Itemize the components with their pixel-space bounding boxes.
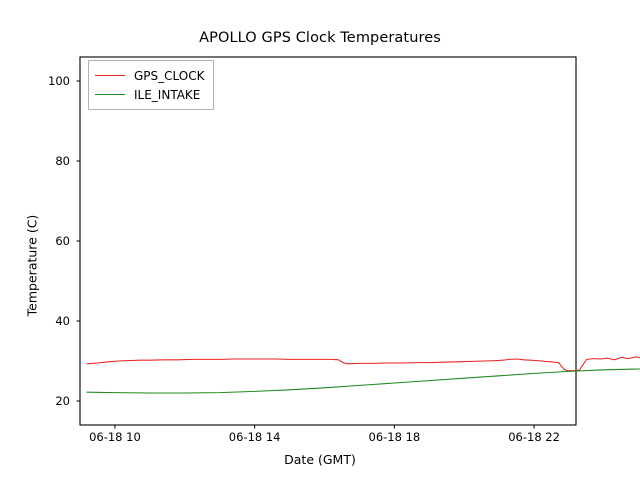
y-tick-label: 20 [55,394,70,408]
x-axis-label: Date (GMT) [284,452,356,467]
x-tick-marks [114,425,535,429]
y-tick-label: 40 [55,314,70,328]
x-tick-label: 06-18 22 [508,430,560,444]
y-axis-label: Temperature (C) [24,214,40,317]
data-series-group [86,356,640,394]
legend: GPS_CLOCK ILE_INTAKE [88,60,215,110]
y-tick-marks [76,80,80,402]
y-tick-label: 60 [55,234,70,248]
plot-frame [79,56,577,426]
x-tick-label: 06-18 14 [228,430,281,444]
legend-label-gps-clock: GPS_CLOCK [134,68,205,83]
legend-swatch-ile-intake [95,94,125,95]
legend-item-ile-intake: ILE_INTAKE [95,85,204,104]
legend-swatch-gps-clock [95,75,125,76]
x-tick-label: 06-18 10 [89,430,141,444]
chart-title: APOLLO GPS Clock Temperatures [199,30,441,46]
legend-item-gps-clock: GPS_CLOCK [95,66,204,85]
data-line-ile-intake [86,368,640,394]
data-line-gps-clock [86,356,640,372]
x-tick-label: 06-18 18 [368,430,421,444]
x-tick-label: 06-19 02 [634,430,640,444]
legend-label-ile-intake: ILE_INTAKE [134,87,201,102]
y-tick-label: 100 [48,74,70,88]
y-tick-label: 80 [55,154,70,168]
